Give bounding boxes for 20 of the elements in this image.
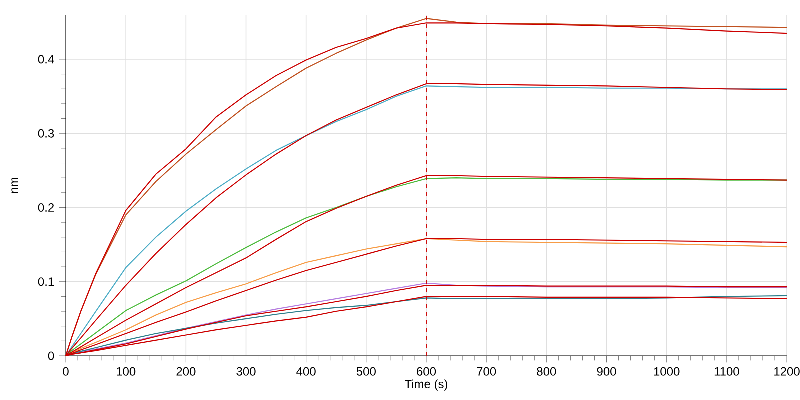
x-tick-label: 1200 [774, 367, 800, 376]
x-axis-title: Time (s) [405, 380, 448, 391]
x-tick-label: 0 [63, 367, 69, 376]
y-tick-label: 0.2 [38, 203, 54, 212]
y-tick-label: 0.4 [38, 55, 54, 64]
y-tick-label: 0.3 [38, 129, 54, 138]
x-tick-label: 1100 [714, 367, 740, 376]
x-tick-label: 800 [537, 367, 556, 376]
x-tick-label: 200 [176, 367, 196, 376]
x-tick-label: 1000 [654, 367, 680, 376]
y-tick-label: 0.1 [38, 278, 54, 286]
y-axis-title: nm [12, 178, 18, 194]
x-tick-label: 100 [116, 367, 136, 376]
x-tick-label: 300 [236, 367, 256, 376]
x-tick-label: 400 [296, 367, 316, 376]
x-tick-label: 500 [356, 367, 376, 376]
x-tick-label: 900 [597, 367, 616, 376]
x-tick-label: 700 [477, 367, 496, 376]
y-tick-label: 0 [48, 352, 54, 360]
x-tick-label: 600 [417, 367, 436, 376]
